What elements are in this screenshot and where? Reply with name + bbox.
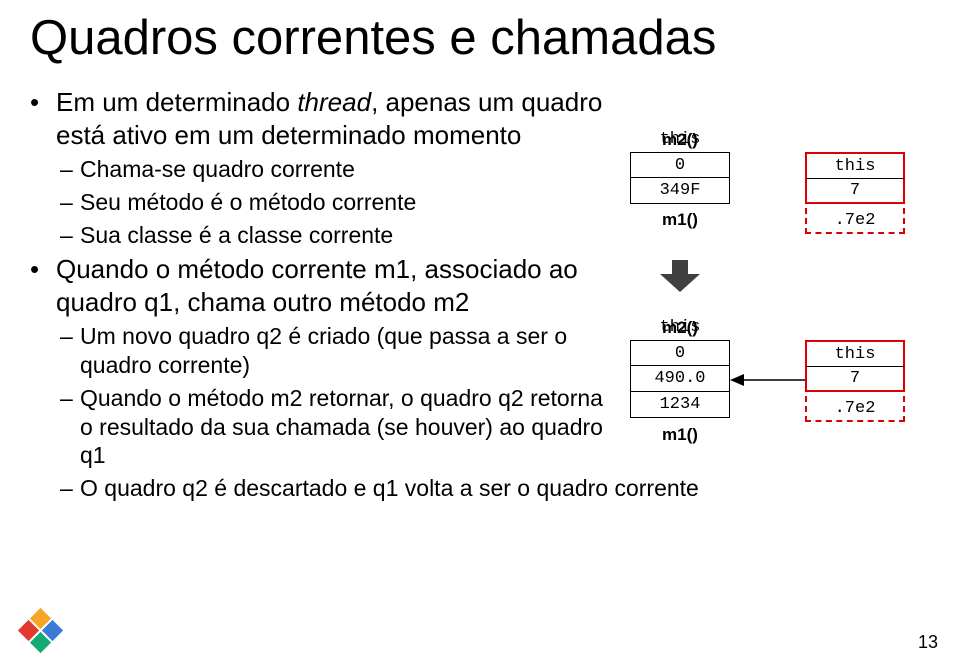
bullet-1: Em um determinado thread, apenas um quad…	[30, 86, 620, 151]
top-left-row2: 349F	[630, 178, 730, 204]
bot-left-row2: 490.0	[630, 366, 730, 392]
top-left-row1: 0	[630, 152, 730, 178]
b1-pre: Em um determinado	[56, 87, 297, 117]
slide-title: Quadros correntes e chamadas	[30, 10, 930, 66]
bullet-1c: Sua classe é a classe corrente	[30, 221, 620, 250]
bot-left-row3: 1234	[630, 392, 730, 418]
bot-left-footer: m1()	[630, 425, 730, 445]
bot-left-row1: 0	[630, 340, 730, 366]
left-arrow-icon	[730, 370, 805, 390]
top-right-title: m2()	[630, 130, 730, 150]
bot-right-foot: .7e2	[805, 396, 905, 422]
top-right-foot: .7e2	[805, 208, 905, 234]
top-left-footer: m1()	[630, 210, 730, 230]
down-arrow-icon	[660, 260, 700, 294]
top-right-row1: this	[805, 152, 905, 178]
bullet-1b: Seu método é o método corrente	[30, 188, 620, 217]
content-body: Em um determinado thread, apenas um quad…	[30, 86, 620, 503]
bullet-2: Quando o método corrente m1, associado a…	[30, 253, 620, 318]
bullet-2b: Quando o método m2 retornar, o quadro q2…	[30, 384, 620, 470]
bullet-1a: Chama-se quadro corrente	[30, 155, 620, 184]
b1-it: thread	[297, 87, 371, 117]
footer-logo	[18, 611, 64, 651]
diagram-area: this 0 349F m1() m2() this 7 .7e2 this 0…	[630, 130, 930, 570]
bullet-2a: Um novo quadro q2 é criado (que passa a …	[30, 322, 620, 380]
bot-right-title: m2()	[630, 318, 730, 338]
top-right-row2: 7	[805, 178, 905, 204]
bot-right-row1: this	[805, 340, 905, 366]
bot-right-row2: 7	[805, 366, 905, 392]
page-number: 13	[918, 632, 938, 653]
